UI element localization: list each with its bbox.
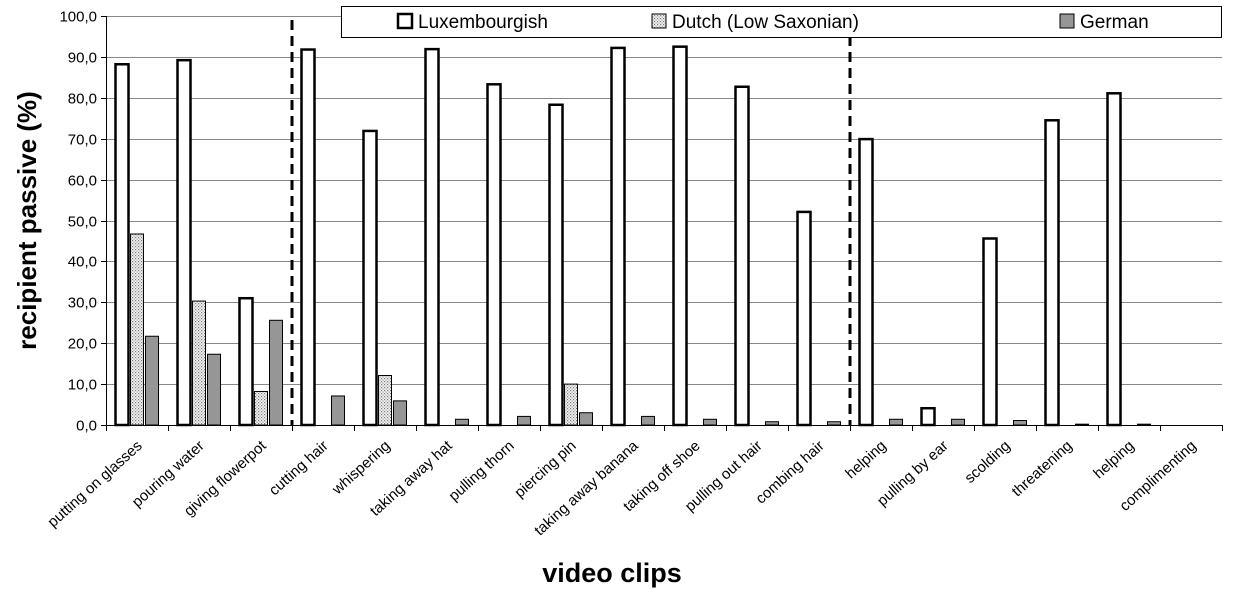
bar [548, 103, 564, 427]
bar [130, 233, 144, 426]
bar [579, 412, 593, 426]
bar [176, 58, 192, 427]
bar [889, 418, 903, 426]
bar [1106, 92, 1122, 427]
bar [145, 335, 159, 426]
bar [672, 45, 688, 427]
bar [393, 400, 407, 426]
bar [1137, 423, 1151, 426]
legend-label: Luxembourgish [418, 12, 548, 33]
bar [1044, 119, 1060, 427]
x-tick-label: whispering [328, 437, 393, 498]
y-tick-label: 30,0 [68, 295, 97, 312]
x-tick-label: threatening [1009, 437, 1076, 500]
y-tick-label: 60,0 [68, 173, 97, 190]
legend-label: Dutch (Low Saxonian) [672, 12, 859, 33]
x-tick-label: helping [1090, 437, 1137, 482]
legend-label: German [1080, 12, 1149, 33]
bar [827, 421, 841, 426]
y-tick-label: 0,0 [76, 418, 97, 435]
group-dividers [290, 20, 852, 425]
bar [362, 129, 378, 427]
y-tick-label: 80,0 [68, 91, 97, 108]
legend-swatch [1059, 13, 1075, 29]
y-tick-label: 100,0 [59, 9, 97, 26]
bar [424, 47, 440, 427]
bar [920, 406, 936, 427]
legend-swatch [651, 13, 667, 29]
axes [101, 16, 1223, 431]
bar [269, 319, 283, 426]
bar [765, 421, 779, 426]
bar [610, 46, 626, 427]
bar [254, 390, 268, 426]
bar [192, 300, 206, 426]
bar [238, 296, 254, 427]
bars [114, 45, 1151, 427]
x-tick-label: putting on glasses [44, 437, 145, 531]
bar [486, 83, 502, 427]
bar [564, 383, 578, 426]
bar [207, 353, 221, 426]
bar [455, 418, 469, 426]
legend-swatch [396, 12, 414, 30]
y-tick-label: 40,0 [68, 254, 97, 271]
x-tick-label: pulling thorn [446, 437, 518, 504]
bar [517, 415, 531, 426]
bar [378, 375, 392, 426]
bar [858, 137, 874, 427]
bar [951, 418, 965, 426]
y-axis-tick-labels: 0,0 10,0 20,0 30,0 40,0 50,0 60,0 70,0 80,0 90,0 1… [59, 9, 97, 435]
bar [703, 418, 717, 426]
x-axis-title: video clips [542, 558, 682, 588]
bar [796, 210, 812, 427]
legend-box [341, 6, 1222, 38]
x-tick-label: cutting hair [266, 437, 332, 499]
y-tick-label: 10,0 [68, 377, 97, 394]
y-tick-label: 50,0 [68, 214, 97, 231]
bar [734, 85, 750, 427]
bar [982, 237, 998, 427]
bar [1075, 423, 1089, 426]
x-tick-label: helping [842, 437, 889, 482]
bar [641, 415, 655, 426]
bar [114, 63, 130, 427]
x-tick-label: scolding [961, 437, 1013, 486]
bar [331, 395, 345, 426]
y-axis-title: recipient passive (%) [12, 91, 42, 350]
bar [1013, 420, 1027, 426]
bar [300, 48, 316, 427]
x-tick-label: taking away banana [531, 437, 642, 539]
y-tick-label: 70,0 [68, 132, 97, 149]
y-tick-label: 20,0 [68, 336, 97, 353]
y-tick-label: 90,0 [68, 50, 97, 67]
legend: Luxembourgish Dutch (Low Saxonian) German [341, 6, 1222, 38]
